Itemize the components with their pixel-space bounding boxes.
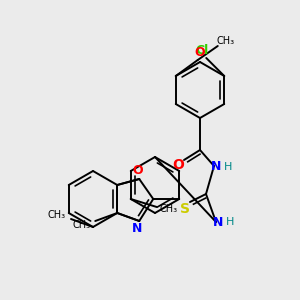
Text: N: N <box>132 223 142 236</box>
Text: O: O <box>132 164 142 178</box>
Text: CH₃: CH₃ <box>48 210 66 220</box>
Text: N: N <box>211 160 221 173</box>
Text: N: N <box>213 215 223 229</box>
Text: CH₃: CH₃ <box>160 204 178 214</box>
Text: O: O <box>172 158 184 172</box>
Text: H: H <box>224 162 232 172</box>
Text: O: O <box>194 46 205 59</box>
Text: H: H <box>226 217 234 227</box>
Text: CH₃: CH₃ <box>72 220 90 230</box>
Text: CH₃: CH₃ <box>217 36 235 46</box>
Text: Cl: Cl <box>196 44 209 58</box>
Text: S: S <box>180 202 190 216</box>
